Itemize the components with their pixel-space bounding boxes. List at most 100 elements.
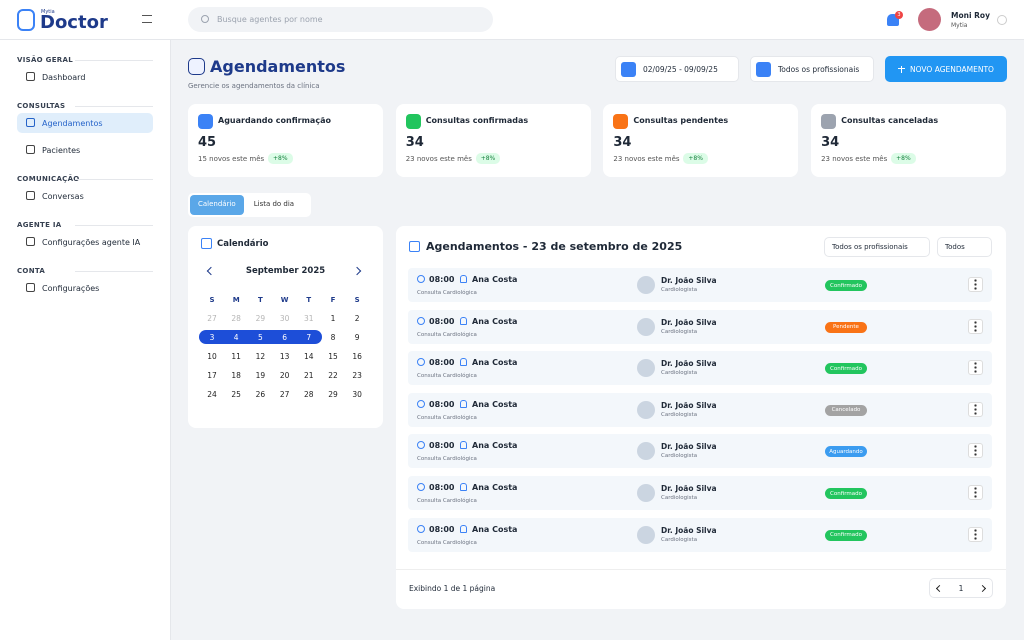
list-footer-divider: [396, 569, 1006, 570]
appointments-card: Agendamentos - 23 de setembro de 2025 Tod…: [396, 226, 1006, 609]
calendar-day[interactable]: 9: [354, 333, 360, 342]
calendar-day[interactable]: 29: [328, 390, 338, 399]
row-menu[interactable]: [968, 526, 983, 542]
new-appointment-button[interactable]: NOVO AGENDAMENTO: [885, 56, 1007, 82]
calendar-day[interactable]: 21: [304, 371, 314, 380]
calendar-day[interactable]: 14: [304, 352, 314, 361]
status-badge: Pendente: [825, 321, 867, 333]
calendar-day[interactable]: 3: [209, 333, 215, 342]
nav-item[interactable]: Agendamentos: [17, 113, 153, 133]
calendar-day[interactable]: 19: [255, 371, 266, 380]
user-menu[interactable]: [997, 15, 1007, 25]
nav-label: Agendamentos: [42, 118, 103, 128]
status-badge: Confirmado: [825, 488, 867, 499]
doctor-name: Dr. João Silva: [661, 276, 717, 285]
calendar-day[interactable]: 30: [279, 314, 290, 323]
calendar-day[interactable]: 8: [330, 333, 336, 342]
doctor-specialty: Cardiologista: [661, 536, 698, 543]
calendar-day[interactable]: 27: [207, 314, 217, 323]
row-menu[interactable]: [968, 401, 983, 417]
section-title: CONSULTAS: [17, 102, 66, 110]
calendar-day[interactable]: 6: [282, 333, 287, 342]
stat-note: 23 novos este mês: [613, 155, 680, 163]
calendar-day[interactable]: 4: [233, 333, 239, 342]
status-badge: Confirmado: [825, 529, 867, 541]
stat-value: 45: [198, 135, 217, 150]
tab[interactable]: Lista do dia: [253, 200, 295, 208]
weekday: W: [280, 296, 289, 304]
row-menu[interactable]: [968, 318, 983, 334]
patient-icon: [460, 316, 467, 325]
calendar-day[interactable]: 26: [255, 390, 266, 399]
patient-icon: [460, 275, 467, 283]
plus-icon: [898, 65, 906, 73]
row-menu[interactable]: [968, 443, 983, 459]
calendar-day[interactable]: 28: [231, 314, 241, 323]
calendar-title: Calendário: [217, 239, 269, 249]
nav-label: Configurações: [42, 283, 100, 293]
calendar-day[interactable]: 17: [207, 371, 217, 380]
stat-badge: +8%: [475, 153, 501, 164]
user-org: Mytia: [951, 22, 968, 29]
appointment-time: 08:00: [429, 275, 455, 284]
stat-badge: +8%: [683, 153, 708, 164]
nav-item[interactable]: Dashboard: [17, 67, 153, 87]
date-range: 02/09/25 - 09/09/25: [643, 64, 718, 74]
calendar-day[interactable]: 29: [255, 314, 266, 323]
calendar-day[interactable]: 20: [279, 371, 290, 380]
clock-icon: [417, 399, 425, 408]
calendar-day[interactable]: 7: [306, 333, 312, 342]
calendar-day[interactable]: 30: [352, 390, 362, 399]
user-name: Moni Roy: [951, 11, 990, 20]
professional-filter[interactable]: Todos os profissionais: [750, 56, 874, 82]
calendar-day[interactable]: 25: [231, 390, 241, 399]
calendar-day[interactable]: 22: [328, 371, 338, 380]
calendar-day[interactable]: 24: [207, 390, 217, 399]
calendar-day[interactable]: 31: [304, 314, 314, 323]
calendar-day[interactable]: 5: [258, 333, 263, 342]
prev-page[interactable]: [935, 584, 944, 592]
calendar-day[interactable]: 10: [207, 352, 217, 361]
appointment-type: Consulta Cardiológica: [417, 498, 477, 504]
row-menu[interactable]: [968, 360, 983, 376]
top-bar: Mytia Doctor Busque agentes por nome 3 Moni …: [0, 0, 1024, 40]
search-box[interactable]: Busque agentes por nome: [188, 7, 493, 32]
nav-item[interactable]: Pacientes: [17, 140, 153, 160]
patient-name: Ana Costa: [472, 316, 518, 326]
doctor-specialty: Cardiologista: [661, 495, 698, 501]
section-title: AGENTE IA: [17, 221, 62, 229]
nav-item[interactable]: Configurações agente IA: [17, 232, 153, 252]
nav-item[interactable]: Conversas: [17, 186, 153, 206]
doctor-name: Dr. João Silva: [661, 525, 717, 535]
nav-item[interactable]: Configurações: [17, 278, 153, 298]
stat-icon: [405, 114, 421, 129]
doctor-avatar: [637, 359, 655, 378]
doctor-avatar: [637, 442, 655, 461]
calendar-day[interactable]: 23: [352, 371, 362, 380]
calendar-day[interactable]: 18: [231, 371, 241, 380]
professional-label: Todos os profissionais: [778, 64, 860, 74]
list-filter-status[interactable]: Todos: [937, 237, 992, 257]
tab[interactable]: Calendário: [190, 195, 244, 215]
list-filter-professionals[interactable]: Todos os profissionais: [824, 237, 930, 257]
clock-icon: [417, 441, 425, 450]
calendar-day[interactable]: 2: [354, 314, 360, 323]
calendar-day[interactable]: 16: [352, 352, 362, 361]
nav-icon: [26, 72, 35, 81]
menu-toggle[interactable]: [142, 15, 152, 23]
calendar-day[interactable]: 12: [255, 352, 266, 361]
date-filter[interactable]: 02/09/25 - 09/09/25: [615, 56, 739, 82]
calendar-day[interactable]: 28: [304, 390, 314, 399]
calendar-day[interactable]: 15: [328, 352, 338, 361]
calendar-day[interactable]: 11: [231, 352, 241, 361]
calendar-day[interactable]: 27: [279, 390, 290, 399]
list-icon: [409, 241, 420, 252]
stat-icon: [821, 114, 837, 129]
next-page[interactable]: [978, 584, 987, 592]
row-menu[interactable]: [968, 485, 983, 500]
calendar-day[interactable]: 1: [330, 314, 336, 323]
calendar-day[interactable]: 13: [279, 352, 290, 361]
row-menu[interactable]: [968, 277, 983, 292]
list-footer: Exibindo 1 de 1 página: [409, 584, 496, 593]
